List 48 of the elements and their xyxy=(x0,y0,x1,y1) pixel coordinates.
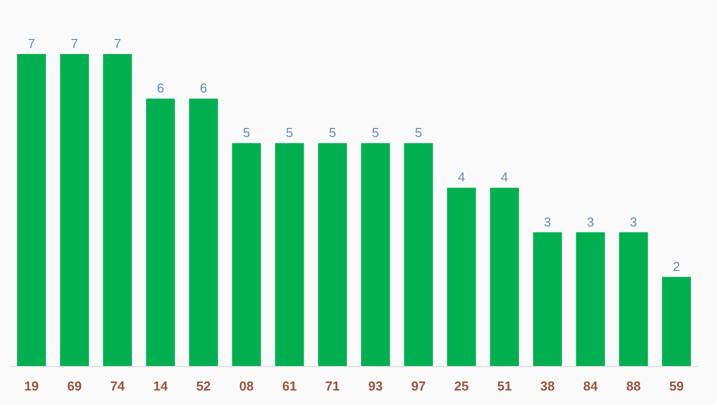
x-tick-label: 84 xyxy=(583,378,598,394)
data-label: 3 xyxy=(630,214,638,230)
data-label: 6 xyxy=(156,80,164,96)
bar xyxy=(447,188,476,366)
data-label: 3 xyxy=(586,214,594,230)
data-label: 5 xyxy=(414,125,422,140)
data-label: 5 xyxy=(372,125,380,140)
data-label: 3 xyxy=(544,214,552,230)
bar xyxy=(404,143,433,366)
x-tick-label: 51 xyxy=(497,378,512,394)
x-tick-label: 71 xyxy=(325,378,340,394)
bar xyxy=(662,276,691,366)
bar xyxy=(232,143,261,366)
bar xyxy=(490,188,519,366)
x-tick-label: 52 xyxy=(196,378,211,394)
bar xyxy=(189,98,218,366)
x-tick-label: 59 xyxy=(669,378,684,394)
x-tick-label: 14 xyxy=(153,378,168,394)
x-tick-label: 97 xyxy=(411,378,426,394)
data-label: 4 xyxy=(500,170,508,185)
x-tick-label: 61 xyxy=(282,378,297,394)
data-label: 2 xyxy=(672,258,680,274)
bar xyxy=(619,232,648,366)
data-label: 5 xyxy=(286,125,294,140)
x-tick-label: 88 xyxy=(626,378,641,394)
bar xyxy=(361,143,390,366)
bar xyxy=(146,98,175,366)
x-tick-label: 08 xyxy=(239,378,254,394)
data-label: 7 xyxy=(114,36,122,51)
data-label: 7 xyxy=(28,36,36,51)
data-label: 4 xyxy=(458,170,466,185)
x-tick-label: 19 xyxy=(24,378,39,394)
bar xyxy=(60,54,89,366)
data-label: 5 xyxy=(328,125,336,140)
x-tick-label: 69 xyxy=(67,378,82,394)
bar xyxy=(533,232,562,366)
data-label: 7 xyxy=(70,36,78,51)
bar xyxy=(318,143,347,366)
data-label: 5 xyxy=(242,125,250,140)
x-tick-label: 25 xyxy=(454,378,469,394)
bar xyxy=(275,143,304,366)
bar xyxy=(576,232,605,366)
bar xyxy=(17,54,46,366)
x-tick-label: 74 xyxy=(110,378,126,394)
x-tick-label: 38 xyxy=(540,378,555,394)
bar xyxy=(103,54,132,366)
data-label: 6 xyxy=(200,80,208,96)
x-tick-label: 93 xyxy=(368,378,383,394)
